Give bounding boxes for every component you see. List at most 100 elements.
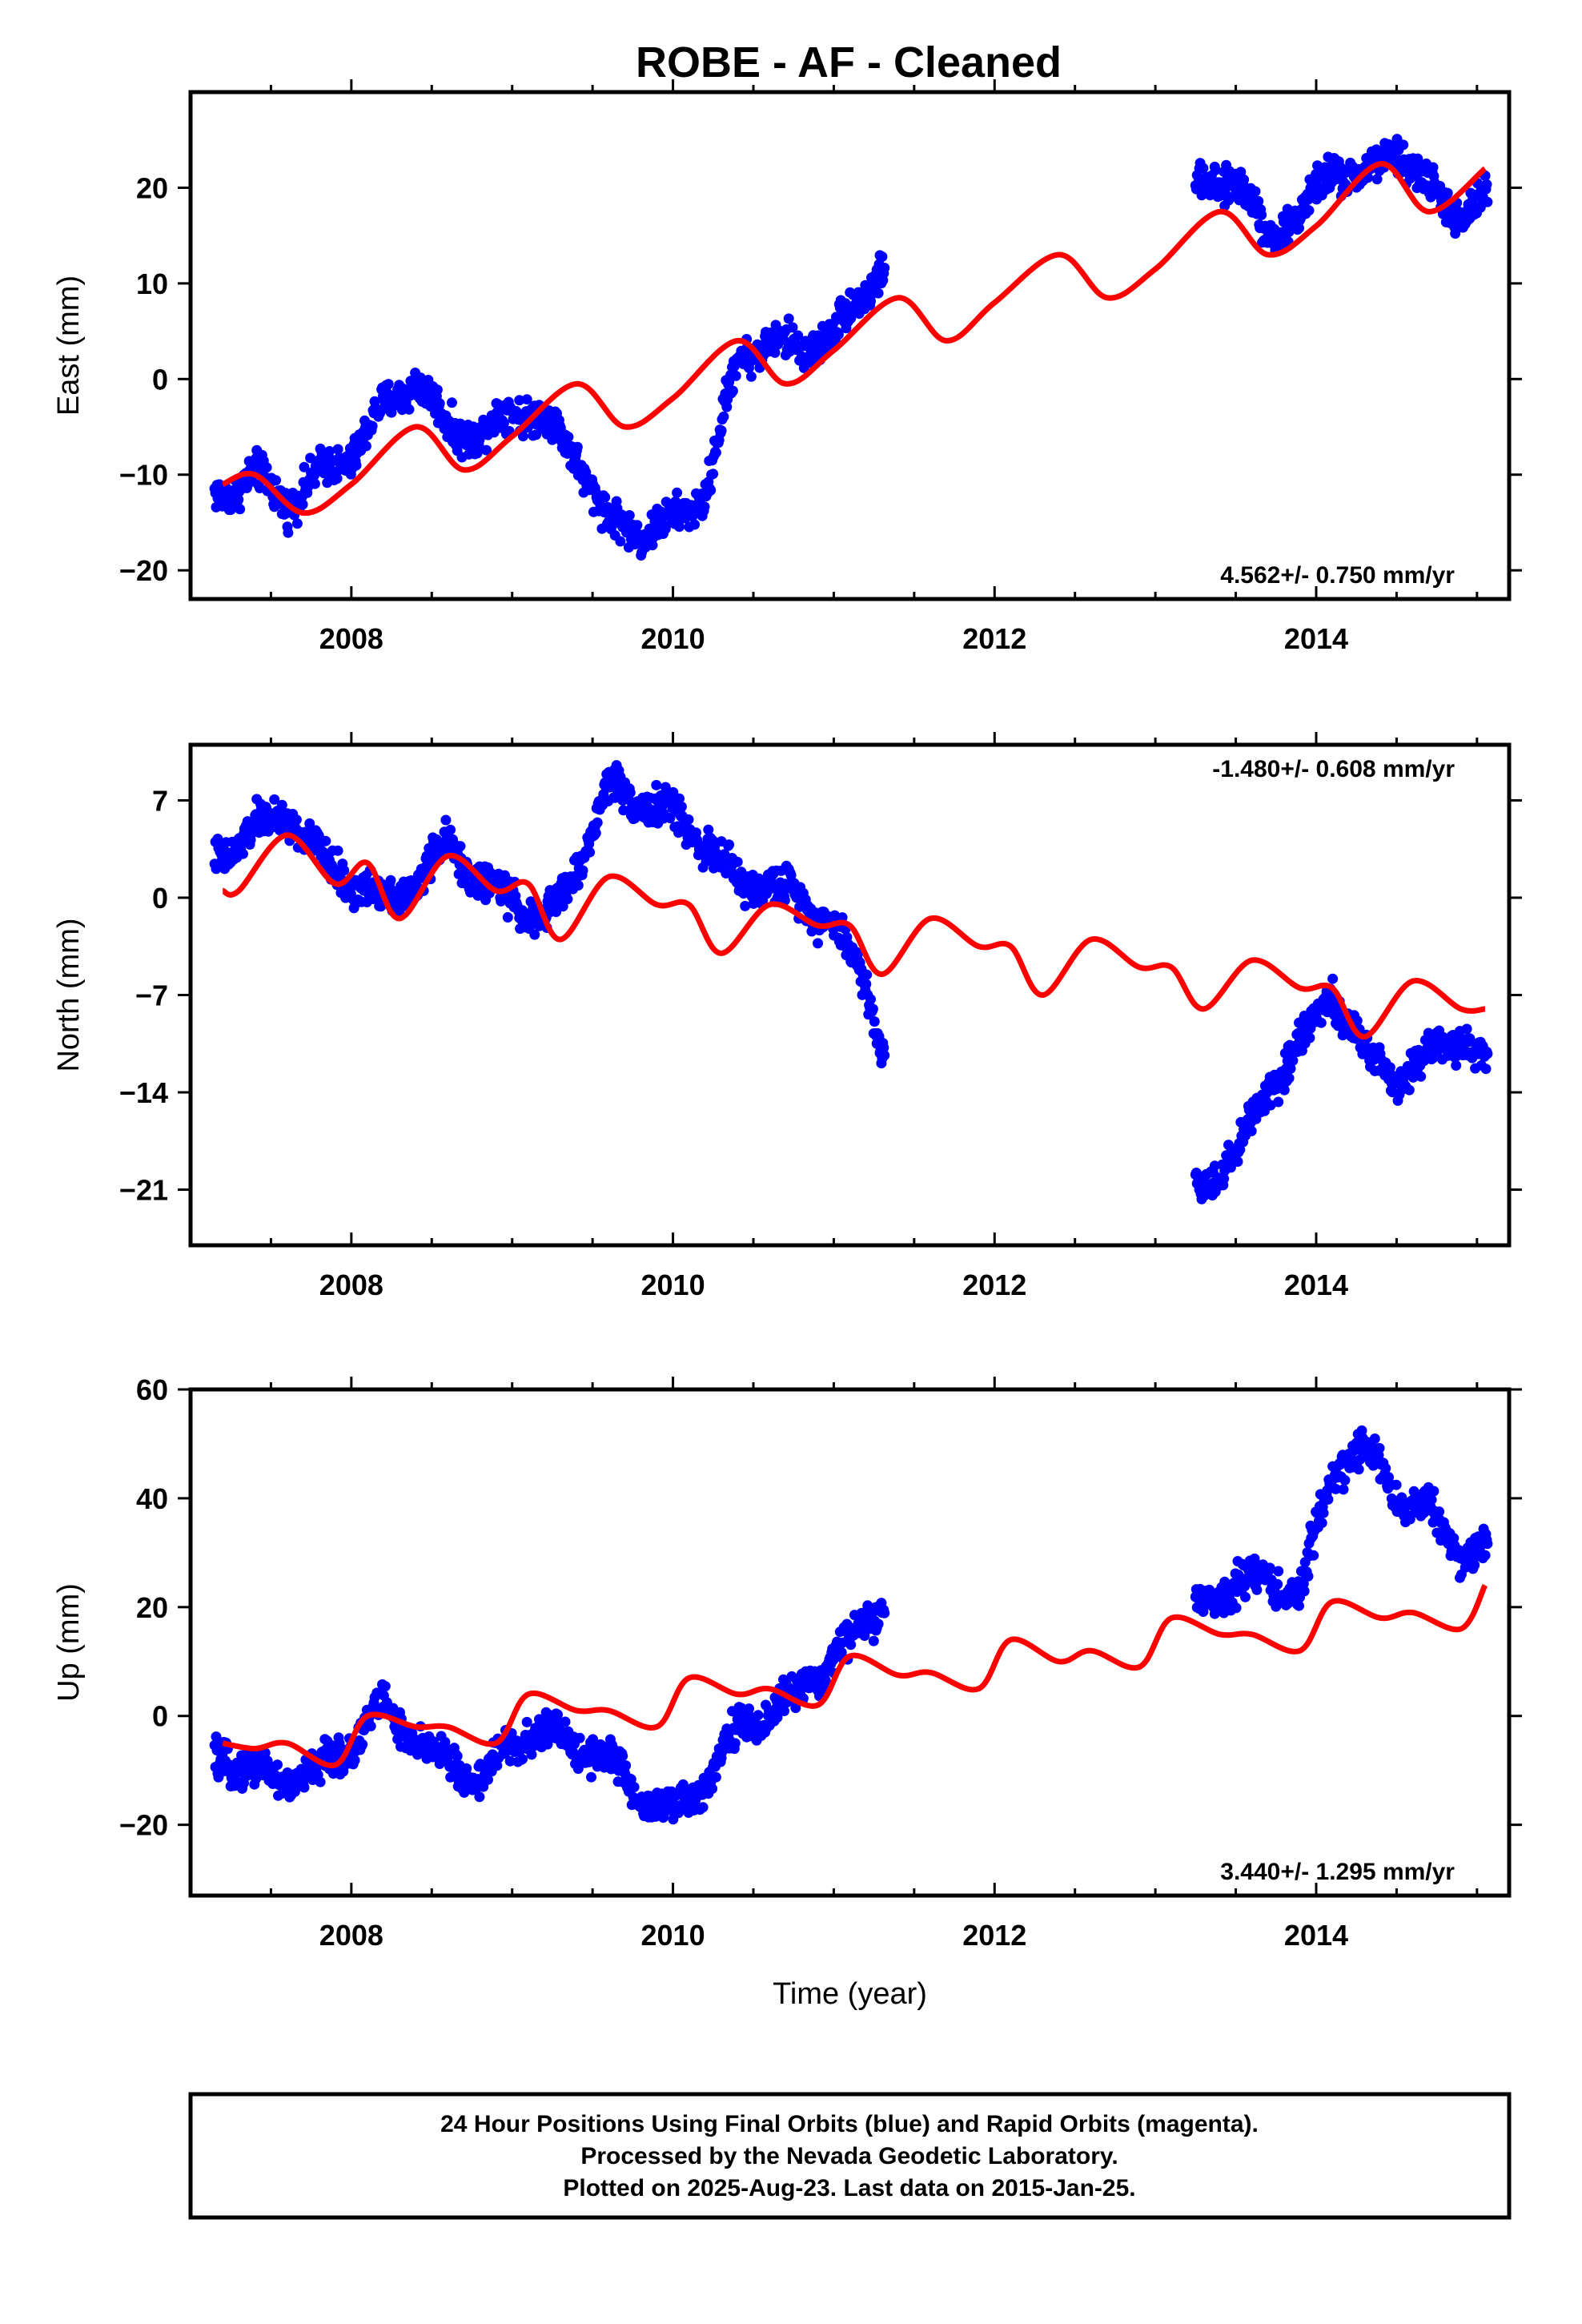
data-point bbox=[1315, 1017, 1327, 1028]
data-point bbox=[600, 492, 611, 503]
data-point bbox=[779, 1706, 789, 1716]
y-tick-label: 0 bbox=[152, 1700, 168, 1733]
data-point bbox=[1391, 1479, 1402, 1490]
data-point bbox=[873, 287, 884, 299]
panel-north: 2008 2010 2012 2014 −21 −14 −7 0 7 North (mm) -1.4… bbox=[52, 732, 1522, 1301]
data-point bbox=[861, 979, 872, 990]
data-point bbox=[1398, 139, 1409, 151]
data-point bbox=[813, 938, 823, 949]
data-point bbox=[790, 1703, 801, 1714]
plot-area-up bbox=[209, 1425, 1493, 1825]
data-point bbox=[868, 1635, 879, 1647]
data-point bbox=[1415, 1071, 1427, 1082]
data-point bbox=[1351, 1015, 1363, 1026]
data-point bbox=[615, 536, 626, 547]
data-point bbox=[732, 856, 743, 867]
data-point bbox=[499, 417, 509, 428]
data-point bbox=[865, 994, 876, 1005]
data-point bbox=[1273, 1096, 1284, 1108]
data-point bbox=[349, 1755, 360, 1766]
data-point bbox=[674, 521, 685, 533]
data-point bbox=[769, 347, 781, 358]
data-point bbox=[745, 371, 757, 382]
data-point bbox=[357, 1739, 368, 1750]
data-point bbox=[1428, 1486, 1439, 1497]
data-point bbox=[1327, 973, 1339, 984]
data-point bbox=[707, 1783, 718, 1794]
y-tick-label: −20 bbox=[119, 1809, 168, 1842]
data-point bbox=[833, 329, 844, 340]
data-point bbox=[269, 794, 280, 805]
data-point bbox=[502, 912, 513, 923]
data-point bbox=[879, 263, 890, 273]
footer-frame bbox=[188, 2092, 1512, 2220]
model-fit-line-up bbox=[222, 1583, 1488, 1769]
x-tick-label: 2008 bbox=[319, 1919, 383, 1952]
data-point bbox=[1232, 1156, 1243, 1167]
plot-area-east bbox=[209, 134, 1493, 561]
data-point bbox=[820, 1675, 831, 1686]
x-tick-label: 2014 bbox=[1284, 622, 1348, 655]
data-point bbox=[584, 846, 596, 858]
data-point bbox=[562, 894, 573, 905]
data-point bbox=[351, 460, 362, 471]
data-point bbox=[1339, 1474, 1351, 1486]
data-point bbox=[1371, 174, 1383, 185]
data-point bbox=[727, 385, 738, 396]
data-point bbox=[1253, 195, 1264, 207]
data-point bbox=[315, 1776, 326, 1787]
data-point bbox=[665, 813, 676, 823]
data-point bbox=[1279, 1084, 1290, 1096]
data-point bbox=[1210, 164, 1221, 175]
y-tick-label: 20 bbox=[136, 1591, 168, 1624]
rate-label-up: 3.440+/- 1.295 mm/yr bbox=[1220, 1859, 1455, 1885]
data-point bbox=[238, 848, 248, 859]
data-point bbox=[1369, 1433, 1380, 1444]
plot-frame-up bbox=[188, 1387, 1512, 1898]
data-point bbox=[716, 425, 727, 436]
data-point bbox=[859, 1630, 870, 1641]
data-point bbox=[1198, 163, 1209, 174]
figure-title: ROBE - AF - Cleaned bbox=[636, 38, 1062, 86]
y-tick-label: 0 bbox=[152, 363, 168, 396]
data-point bbox=[577, 865, 588, 876]
data-point bbox=[1384, 1062, 1395, 1073]
data-point bbox=[1251, 1584, 1263, 1595]
y-tick-label: −21 bbox=[119, 1174, 168, 1207]
data-point bbox=[385, 875, 396, 886]
data-point bbox=[1403, 1084, 1415, 1096]
data-point bbox=[793, 330, 804, 341]
plot-area-north bbox=[209, 760, 1493, 1204]
data-point bbox=[432, 384, 443, 396]
y-axis-label-north: North (mm) bbox=[52, 918, 86, 1072]
data-point bbox=[271, 475, 282, 486]
x-tick-label: 2014 bbox=[1284, 1919, 1348, 1952]
data-point bbox=[474, 1791, 485, 1803]
data-point bbox=[365, 1721, 376, 1731]
data-point bbox=[1480, 1063, 1492, 1075]
data-point bbox=[235, 504, 246, 515]
data-point bbox=[1323, 1494, 1334, 1505]
data-point bbox=[632, 520, 643, 531]
data-point bbox=[276, 799, 287, 810]
data-point bbox=[590, 827, 601, 838]
data-point bbox=[1294, 223, 1304, 234]
data-point bbox=[1299, 1586, 1310, 1597]
x-tick-label: 2008 bbox=[319, 1269, 383, 1301]
data-point bbox=[1318, 1507, 1329, 1518]
data-point bbox=[677, 1779, 689, 1790]
data-point bbox=[708, 468, 719, 480]
data-point bbox=[331, 473, 343, 484]
final-orbit-points-up bbox=[209, 1425, 1493, 1825]
data-point bbox=[521, 394, 532, 405]
data-point bbox=[710, 1771, 721, 1783]
data-point bbox=[1374, 1442, 1385, 1454]
data-point bbox=[1427, 162, 1439, 173]
data-point bbox=[1461, 1023, 1472, 1035]
footer-line-1: 24 Hour Positions Using Final Orbits (bl… bbox=[440, 2111, 1259, 2137]
data-point bbox=[440, 1736, 451, 1747]
x-tick-label: 2014 bbox=[1284, 1269, 1348, 1301]
data-point bbox=[1482, 196, 1493, 207]
model-fit-line-north bbox=[221, 832, 1486, 1040]
